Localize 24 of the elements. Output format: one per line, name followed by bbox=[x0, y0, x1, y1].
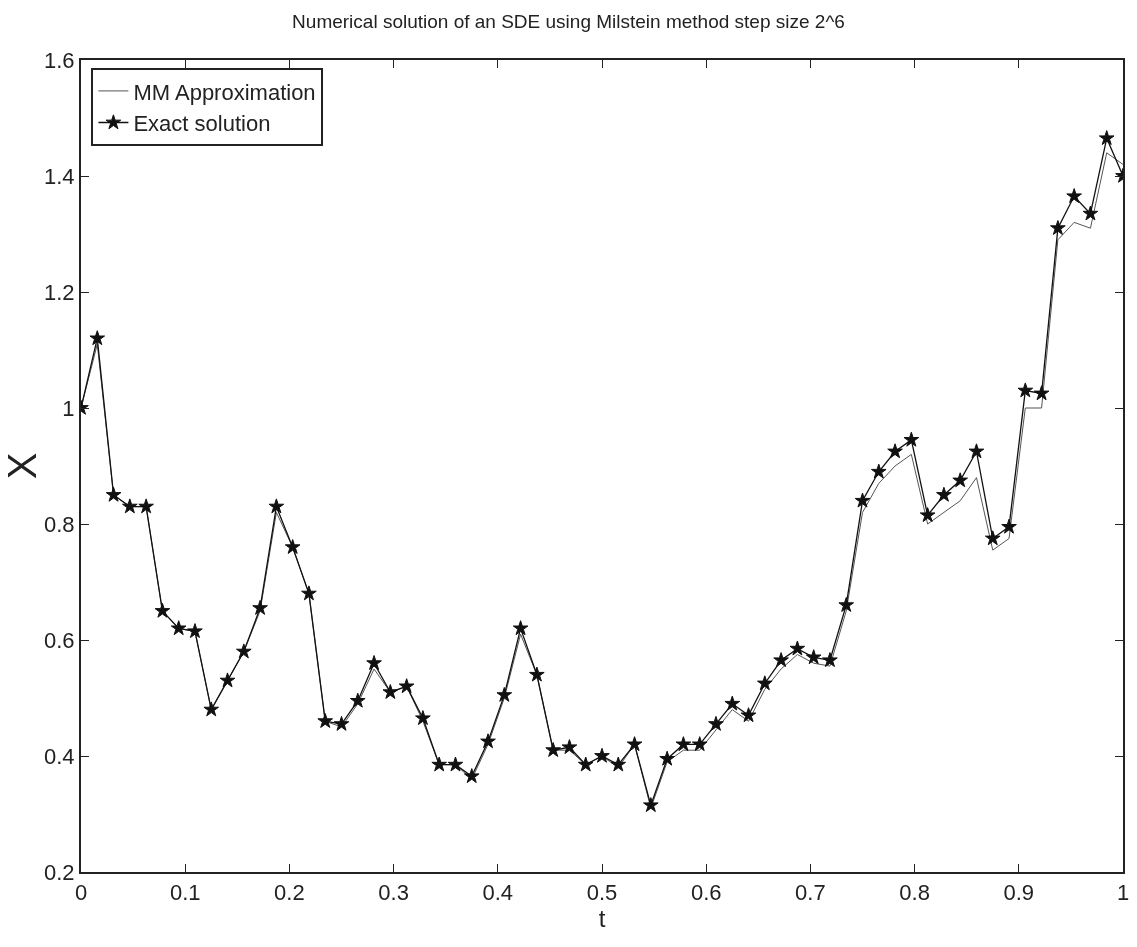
x-tick-label: 0.7 bbox=[795, 880, 826, 906]
x-tick-label: 0.4 bbox=[482, 880, 514, 906]
x-tick-label: 0.5 bbox=[586, 880, 618, 906]
chart-title: Numerical solution of an SDE using Milstein method step size 2^6 bbox=[292, 10, 845, 32]
y-tick-label: 0.8 bbox=[44, 511, 75, 537]
legend-label: MM Approximation bbox=[133, 79, 316, 105]
x-tick-label: 0 bbox=[74, 880, 88, 906]
y-tick-label: 1 bbox=[62, 395, 75, 421]
x-tick-label: 0.8 bbox=[899, 880, 930, 906]
x-tick-label: 0.1 bbox=[169, 880, 201, 906]
y-tick-label: 0.4 bbox=[44, 743, 75, 769]
x-tick-label: 0.9 bbox=[1003, 880, 1035, 906]
legend-label: Exact solution bbox=[133, 111, 271, 137]
x-tick-label: 0.2 bbox=[274, 880, 305, 906]
y-axis-title: X bbox=[0, 452, 44, 480]
x-axis-title: t bbox=[598, 905, 606, 933]
x-tick-label: 0.3 bbox=[378, 880, 409, 906]
x-tick-label: 0.6 bbox=[690, 880, 722, 906]
x-tick-label: 1 bbox=[1116, 880, 1130, 906]
y-tick-label: 0.6 bbox=[44, 627, 75, 653]
y-tick-label: 1.4 bbox=[44, 163, 75, 189]
y-tick-label: 1.2 bbox=[44, 279, 75, 305]
y-tick-label: 1.6 bbox=[44, 47, 75, 73]
y-tick-label: 0.2 bbox=[44, 859, 75, 885]
